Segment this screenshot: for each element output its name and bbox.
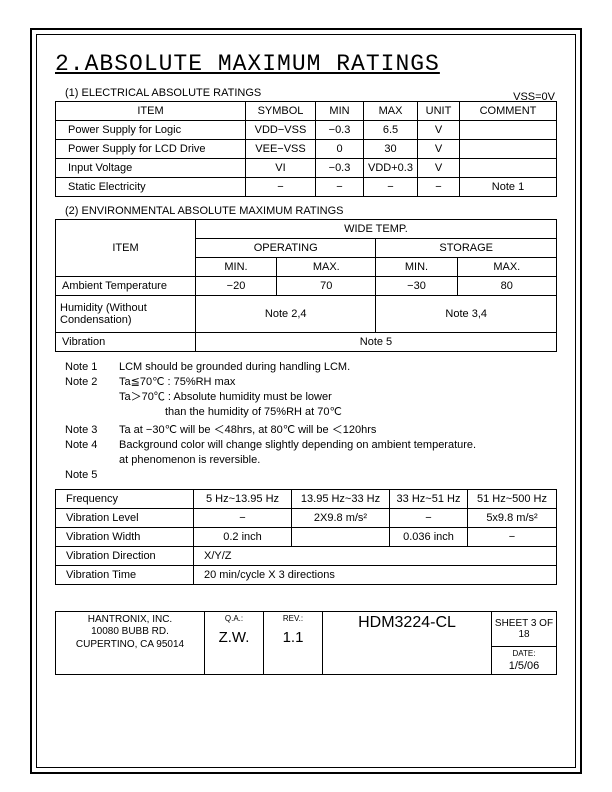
table-row: Vibration Time 20 min/cycle X 3 directio… [56,565,557,584]
table-row: Static Electricity − − − − Note 1 [56,178,557,197]
col-header: OPERATING [195,239,376,258]
vss-note: VSS=0V [513,91,555,103]
table-row: Ambient Temperature −20 70 −30 80 [56,277,557,296]
table-row: Power Supply for Logic VDD−VSS −0.3 6.5 … [56,121,557,140]
col-header: MIN. [376,258,457,277]
col-header: 33 Hz~51 Hz [390,489,468,508]
table-row: Humidity (Without Condensation) Note 2,4… [56,296,557,333]
col-header: 13.95 Hz~33 Hz [292,489,390,508]
vibration-table: Frequency 5 Hz~13.95 Hz 13.95 Hz~33 Hz 3… [55,489,557,585]
col-header: STORAGE [376,239,557,258]
table-row: Power Supply for LCD Drive VEE−VSS 0 30 … [56,140,557,159]
col-header: UNIT [418,102,460,121]
date-cell: DATE: 1/5/06 [492,646,557,674]
col-header: ITEM [56,220,196,277]
col-header: MAX. [277,258,376,277]
electrical-ratings-table: ITEM SYMBOL MIN MAX UNIT COMMENT Power S… [55,101,557,197]
qa-cell: Q.A.: Z.W. [205,611,264,674]
section-title: 2.ABSOLUTE MAXIMUM RATINGS [55,51,557,77]
environmental-ratings-table: ITEM WIDE TEMP. OPERATING STORAGE MIN. M… [55,219,557,352]
title-block: HANTRONIX, INC. 10080 BUBB RD. CUPERTINO… [55,611,557,675]
col-header: MIN [316,102,364,121]
table-row: Vibration Note 5 [56,333,557,352]
col-header: MAX. [457,258,556,277]
col-header: WIDE TEMP. [195,220,556,239]
rev-cell: REV.: 1.1 [264,611,323,674]
table-row: Vibration Direction X/Y/Z [56,546,557,565]
col-header: COMMENT [460,102,557,121]
subheading-2: (2) ENVIRONMENTAL ABSOLUTE MAXIMUM RATIN… [65,205,557,217]
col-header: 5 Hz~13.95 Hz [194,489,292,508]
notes-block: Note 1LCM should be grounded during hand… [65,360,557,483]
table-row: Input Voltage VI −0.3 VDD+0.3 V [56,159,557,178]
col-header: MAX [364,102,418,121]
col-header: ITEM [56,102,246,121]
company-cell: HANTRONIX, INC. 10080 BUBB RD. CUPERTINO… [56,611,205,674]
table-row: Vibration Level − 2X9.8 m/s² − 5x9.8 m/s… [56,508,557,527]
col-header: Frequency [56,489,194,508]
col-header: 51 Hz~500 Hz [468,489,557,508]
sheet-cell: SHEET 3 OF 18 [492,611,557,646]
subheading-1: (1) ELECTRICAL ABSOLUTE RATINGS [65,87,557,99]
table-row: Vibration Width 0.2 inch 0.036 inch − [56,527,557,546]
col-header: SYMBOL [246,102,316,121]
part-number: HDM3224-CL [323,611,492,674]
col-header: MIN. [195,258,276,277]
